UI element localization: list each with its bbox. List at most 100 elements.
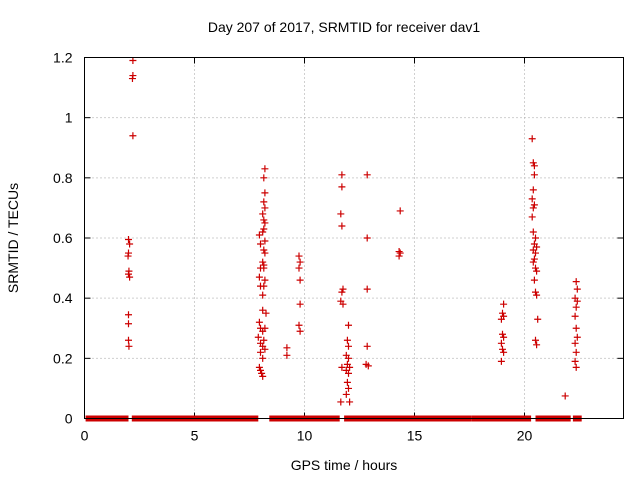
x-tick-label: 0 — [81, 428, 89, 444]
data-point — [259, 306, 267, 314]
data-point — [346, 363, 354, 371]
data-point — [532, 249, 539, 257]
data-point — [573, 297, 581, 305]
data-point — [363, 234, 371, 242]
data-point — [572, 278, 580, 286]
grid-lines — [84, 57, 624, 419]
data-point — [128, 75, 136, 83]
data-point — [345, 321, 352, 329]
data-point — [337, 398, 345, 406]
data-point — [528, 195, 536, 203]
data-point — [260, 174, 268, 182]
data-point — [499, 330, 506, 338]
data-point — [363, 342, 371, 350]
y-tick-label: 0.4 — [53, 290, 73, 306]
data-point — [534, 315, 542, 323]
data-point — [533, 243, 541, 251]
data-point — [532, 336, 539, 344]
data-point — [259, 210, 267, 218]
data-point — [260, 225, 268, 233]
data-point — [499, 345, 506, 353]
data-point — [260, 246, 268, 254]
data-point — [260, 282, 268, 290]
data-point — [255, 318, 263, 326]
data-point — [126, 273, 134, 281]
data-point — [573, 333, 581, 341]
y-axis-label: SRMTID / TECUs — [5, 183, 21, 293]
data-point — [528, 213, 536, 221]
data-point — [500, 333, 508, 341]
data-point — [572, 363, 580, 371]
data-point — [125, 342, 133, 350]
x-tick-label: 10 — [297, 428, 313, 444]
data-point — [346, 398, 354, 406]
data-point — [260, 264, 268, 272]
data-point — [364, 362, 372, 370]
data-point — [283, 344, 291, 352]
data-point — [254, 333, 262, 341]
data-point — [529, 204, 537, 212]
data-point — [500, 300, 508, 308]
data-point — [532, 288, 539, 296]
data-point — [343, 378, 351, 386]
data-point — [345, 354, 352, 362]
data-point — [529, 186, 537, 194]
data-point — [338, 171, 346, 179]
data-point — [530, 255, 538, 263]
data-point — [530, 171, 538, 179]
x-tick-label: 15 — [407, 428, 423, 444]
data-point — [129, 57, 137, 65]
data-point — [345, 342, 352, 350]
data-point — [124, 252, 132, 260]
data-point — [296, 258, 304, 266]
data-point — [572, 324, 580, 332]
data-point — [529, 258, 537, 266]
data-point — [571, 357, 579, 365]
data-point — [339, 300, 347, 308]
data-point — [259, 354, 267, 362]
data-point — [338, 363, 346, 371]
data-point — [125, 236, 132, 244]
data-point — [530, 276, 538, 284]
data-point — [261, 219, 269, 227]
data-point — [295, 264, 303, 272]
y-tick-label: 1.2 — [53, 50, 73, 66]
data-point — [257, 348, 264, 356]
data-point — [572, 303, 580, 311]
x-tick-label: 5 — [191, 428, 199, 444]
data-point — [296, 300, 304, 308]
data-point — [261, 237, 269, 245]
data-point — [528, 135, 536, 143]
x-axis-label: GPS time / hours — [291, 457, 398, 473]
data-point — [396, 207, 404, 215]
data-point — [129, 132, 137, 140]
data-point — [262, 309, 270, 317]
data-point — [257, 366, 264, 374]
data-point — [126, 240, 134, 248]
data-point — [337, 210, 345, 218]
data-point — [295, 252, 303, 260]
data-point — [530, 162, 538, 170]
data-point — [260, 216, 268, 224]
data-point — [338, 288, 346, 296]
y-tick-labels: 0 0.2 0.4 0.6 0.8 1 1.2 — [53, 50, 73, 427]
chart-title: Day 207 of 2017, SRMTID for receiver dav… — [208, 19, 481, 35]
data-point — [259, 258, 267, 266]
data-point — [255, 273, 263, 281]
data-point — [260, 198, 268, 206]
data-point — [573, 285, 581, 293]
data-point — [259, 372, 267, 380]
data-point — [345, 384, 352, 392]
data-point — [125, 336, 132, 344]
plot-frame — [84, 57, 624, 419]
y-tick-label: 0.8 — [53, 170, 73, 186]
data-point — [532, 264, 539, 272]
data-point — [296, 276, 304, 284]
data-point — [257, 240, 264, 248]
data-point — [532, 234, 539, 242]
data-point — [529, 228, 537, 236]
data-point — [363, 171, 371, 179]
data-point — [295, 321, 303, 329]
